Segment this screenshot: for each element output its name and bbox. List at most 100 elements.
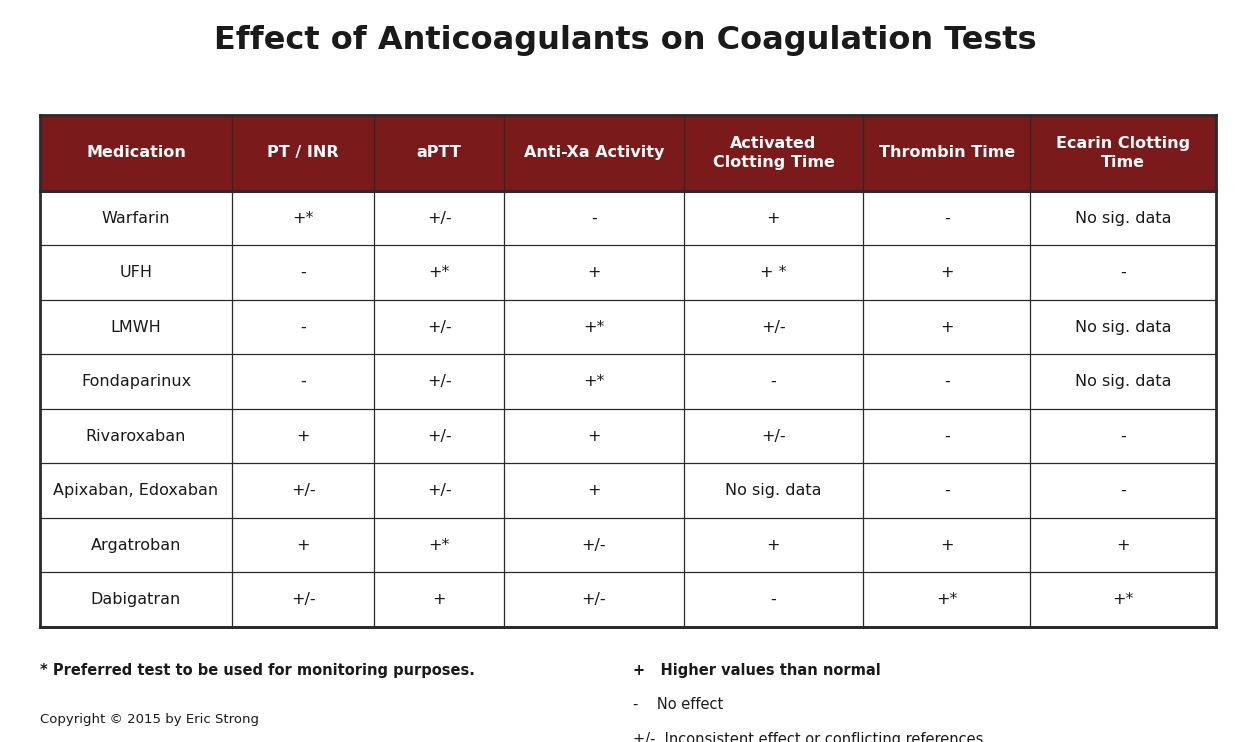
Bar (1031, 191, 1216, 246)
Text: +/-: +/- (427, 429, 452, 444)
Text: +: + (296, 429, 310, 444)
Text: +/-: +/- (761, 429, 786, 444)
Bar (1031, 464, 1216, 518)
Bar (231, 115, 374, 191)
Text: -: - (1120, 429, 1126, 444)
Bar (231, 300, 374, 355)
Text: -: - (943, 483, 950, 498)
Bar (1031, 355, 1216, 409)
Text: +: + (1116, 538, 1130, 553)
Text: +/-: +/- (427, 483, 452, 498)
Text: +: + (940, 265, 953, 280)
Text: +: + (940, 320, 953, 335)
Text: +: + (940, 538, 953, 553)
Bar (40, 115, 231, 191)
Bar (1031, 115, 1216, 191)
Text: No sig. data: No sig. data (1075, 320, 1171, 335)
Text: Medication: Medication (86, 145, 186, 160)
Text: Thrombin Time: Thrombin Time (878, 145, 1015, 160)
Bar (863, 409, 1031, 464)
Bar (1031, 518, 1216, 573)
Text: +/-  Inconsistent effect or conflicting references: +/- Inconsistent effect or conflicting r… (633, 732, 983, 742)
Bar (863, 464, 1031, 518)
Bar (374, 191, 504, 246)
Bar (1031, 246, 1216, 300)
Text: UFH: UFH (119, 265, 153, 280)
Text: Warfarin: Warfarin (101, 211, 170, 226)
Bar (684, 573, 863, 627)
Text: -: - (300, 265, 306, 280)
Text: +: + (433, 592, 447, 607)
Text: +: + (296, 538, 310, 553)
Text: +: + (587, 429, 600, 444)
Bar (231, 573, 374, 627)
Text: +*: +* (429, 538, 450, 553)
Text: Effect of Anticoagulants on Coagulation Tests: Effect of Anticoagulants on Coagulation … (214, 25, 1037, 56)
Bar (1031, 409, 1216, 464)
Text: No sig. data: No sig. data (726, 483, 822, 498)
Bar (40, 409, 231, 464)
Bar (40, 573, 231, 627)
Text: -: - (300, 320, 306, 335)
Bar (40, 464, 231, 518)
Bar (684, 115, 863, 191)
Text: -: - (1120, 483, 1126, 498)
Text: +*: +* (583, 320, 604, 335)
Text: No sig. data: No sig. data (1075, 211, 1171, 226)
Text: PT / INR: PT / INR (268, 145, 339, 160)
Text: Fondaparinux: Fondaparinux (81, 374, 191, 389)
Text: +*: +* (583, 374, 604, 389)
Bar (684, 191, 863, 246)
Text: +/-: +/- (290, 483, 315, 498)
Text: +: + (587, 265, 600, 280)
Text: aPTT: aPTT (417, 145, 462, 160)
Text: +*: +* (1112, 592, 1133, 607)
Bar (231, 191, 374, 246)
Bar (40, 355, 231, 409)
Text: +/-: +/- (582, 592, 607, 607)
Bar (40, 191, 231, 246)
Bar (684, 300, 863, 355)
Text: +: + (767, 538, 781, 553)
Text: Rivaroxaban: Rivaroxaban (86, 429, 186, 444)
Bar (374, 355, 504, 409)
Text: + *: + * (761, 265, 787, 280)
Text: Dabigatran: Dabigatran (91, 592, 181, 607)
Bar (374, 518, 504, 573)
Bar (374, 300, 504, 355)
Text: Activated
Clotting Time: Activated Clotting Time (713, 136, 834, 170)
Bar (504, 246, 684, 300)
Text: Apixaban, Edoxaban: Apixaban, Edoxaban (54, 483, 219, 498)
Text: +/-: +/- (427, 211, 452, 226)
Text: -: - (590, 211, 597, 226)
Bar (504, 115, 684, 191)
Text: -: - (943, 374, 950, 389)
Bar (504, 409, 684, 464)
Text: +*: +* (429, 265, 450, 280)
Bar (863, 518, 1031, 573)
Text: +*: +* (936, 592, 957, 607)
Bar (374, 573, 504, 627)
Text: +/-: +/- (582, 538, 607, 553)
Bar (504, 518, 684, 573)
Text: -    No effect: - No effect (633, 697, 723, 712)
Bar (374, 115, 504, 191)
Text: -: - (771, 374, 777, 389)
Bar (504, 300, 684, 355)
Bar (504, 191, 684, 246)
Bar (684, 409, 863, 464)
Text: +/-: +/- (761, 320, 786, 335)
Text: +/-: +/- (290, 592, 315, 607)
Bar (1031, 573, 1216, 627)
Text: Ecarin Clotting
Time: Ecarin Clotting Time (1056, 136, 1190, 170)
Bar (374, 246, 504, 300)
Bar (863, 191, 1031, 246)
Bar (684, 518, 863, 573)
Text: Anti-Xa Activity: Anti-Xa Activity (524, 145, 664, 160)
Text: +: + (767, 211, 781, 226)
Bar (504, 573, 684, 627)
Bar (684, 246, 863, 300)
Bar (863, 246, 1031, 300)
Text: -: - (300, 374, 306, 389)
Text: -: - (943, 429, 950, 444)
